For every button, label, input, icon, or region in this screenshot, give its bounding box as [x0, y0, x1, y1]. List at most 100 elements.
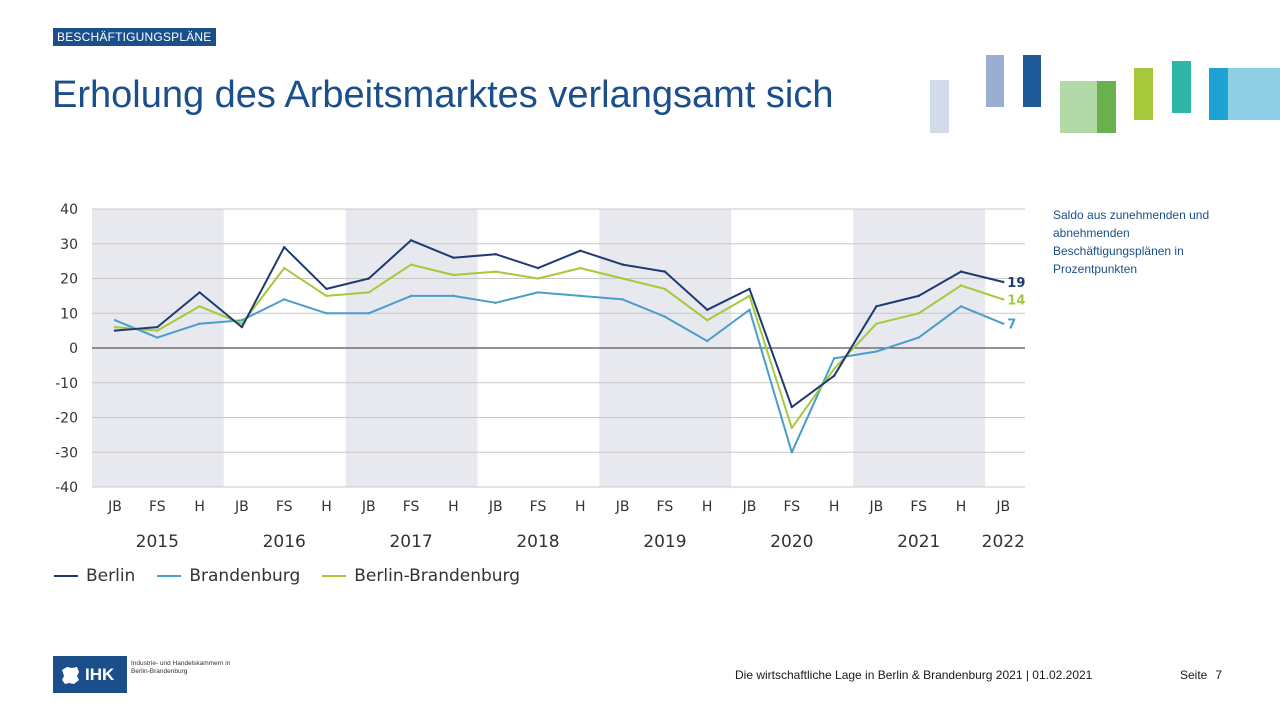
y-tick-label: 10 [60, 306, 78, 322]
data-point-berlin-brandenburg [832, 367, 836, 371]
data-point-berlin-brandenburg [409, 263, 413, 266]
series-line-brandenburg [114, 291, 1004, 454]
page-label: Seite [1180, 668, 1208, 682]
data-point-berlin [240, 325, 244, 329]
data-point-berlin [409, 239, 413, 242]
series-line-berlin-brandenburg [114, 263, 1004, 429]
page-number: 7 [1215, 668, 1223, 682]
x-tick-label: FS [403, 499, 420, 515]
footer-text: Die wirtschaftliche Lage in Berlin & Bra… [735, 668, 1093, 682]
data-point-berlin [198, 291, 201, 294]
data-point-berlin [367, 277, 370, 280]
data-point-brandenburg [198, 322, 201, 325]
year-label: 2017 [389, 532, 432, 552]
data-point-berlin [663, 270, 667, 273]
data-point-berlin [494, 252, 497, 256]
data-point-berlin [536, 266, 540, 270]
x-tick-label: H [448, 499, 459, 515]
data-point-berlin-brandenburg [663, 287, 667, 291]
x-tick-label: H [829, 499, 840, 515]
line-chart: 40 30 20 10 0 -10 -20 -30 -40 JB FS H JB FS H JB FS H JB FS… [55, 202, 1025, 552]
data-point-berlin [621, 263, 624, 266]
data-point-berlin-brandenburg [494, 270, 497, 273]
x-tick-label: FS [276, 499, 293, 515]
data-point-berlin [283, 246, 286, 249]
data-point-brandenburg [113, 319, 117, 322]
legend-swatch-brandenburg [157, 575, 182, 577]
data-point-berlin-brandenburg [113, 325, 117, 329]
legend-label-berlin-brandenburg: Berlin-Brandenburg [354, 566, 521, 586]
data-point-brandenburg [621, 298, 624, 301]
data-point-berlin-brandenburg [917, 312, 920, 315]
end-label-berlin-brandenburg: 14 [1007, 293, 1025, 308]
page-indicator: Seite 7 [1180, 668, 1222, 682]
x-tick-label: JB [234, 499, 249, 515]
x-tick-label: JB [361, 499, 376, 515]
logo-box: IHK [53, 656, 127, 693]
x-tick-label: JB [107, 499, 122, 515]
data-point-berlin [748, 287, 751, 291]
legend-swatch-berlin [54, 575, 78, 577]
data-point-berlin [875, 305, 878, 308]
data-point-brandenburg [409, 294, 413, 298]
data-point-berlin [790, 405, 793, 409]
end-label-brandenburg: 7 [1007, 318, 1016, 333]
data-point-berlin-brandenburg [1002, 298, 1005, 301]
y-tick-label: 20 [60, 272, 78, 288]
data-point-berlin-brandenburg [367, 291, 370, 294]
data-point-berlin-brandenburg [706, 319, 709, 322]
x-tick-label: JB [488, 499, 503, 515]
data-point-brandenburg [156, 336, 159, 339]
section-tag: BESCHÄFTIGUNGSPLÄNE [53, 28, 216, 46]
data-point-berlin-brandenburg [452, 273, 455, 277]
x-tick-label: JB [742, 499, 757, 515]
legend-item-berlin-brandenburg: Berlin-Brandenburg [322, 566, 520, 586]
y-tick-label: -20 [55, 411, 78, 427]
y-tick-label: 0 [69, 341, 78, 357]
x-tick-label: H [575, 499, 586, 515]
data-point-brandenburg [240, 319, 244, 322]
data-point-berlin-brandenburg [536, 277, 540, 280]
data-point-berlin-brandenburg [790, 426, 793, 430]
data-point-brandenburg [367, 312, 370, 315]
data-point-brandenburg [663, 315, 667, 318]
data-point-berlin [579, 249, 582, 252]
data-point-brandenburg [1002, 322, 1005, 325]
data-point-brandenburg [790, 451, 793, 454]
year-label: 2018 [516, 532, 559, 552]
year-label: 2019 [643, 532, 686, 552]
data-point-berlin [1002, 280, 1005, 284]
data-point-berlin [113, 329, 117, 332]
data-point-brandenburg [959, 305, 963, 308]
brandenburg-map-icon [62, 666, 79, 684]
x-tick-label: H [702, 499, 713, 515]
chart-note: Saldo aus zunehmenden und abnehmenden Be… [1053, 208, 1210, 276]
end-label-berlin: 19 [1007, 276, 1025, 291]
logo-text: IHK [85, 664, 115, 684]
data-point-brandenburg [832, 357, 836, 360]
x-tick-label: JB [869, 499, 884, 515]
legend-label-berlin: Berlin [86, 566, 136, 586]
data-point-berlin-brandenburg [283, 266, 286, 270]
data-point-berlin-brandenburg [325, 294, 328, 298]
data-point-berlin-brandenburg [621, 277, 624, 280]
data-point-berlin [832, 374, 836, 377]
x-tick-label: FS [530, 499, 547, 515]
x-tick-label: JB [615, 499, 630, 515]
y-tick-label: 30 [60, 237, 78, 253]
data-point-berlin [325, 287, 328, 291]
data-point-brandenburg [452, 294, 455, 298]
data-point-brandenburg [325, 312, 328, 315]
data-point-berlin-brandenburg [156, 329, 159, 332]
x-tick-label: FS [149, 499, 166, 515]
series-line-berlin [114, 239, 1004, 409]
data-point-berlin [156, 325, 159, 329]
x-tick-label: FS [910, 499, 927, 515]
data-point-brandenburg [579, 294, 582, 298]
year-label: 2021 [897, 532, 940, 552]
data-point-berlin-brandenburg [198, 305, 201, 308]
data-point-berlin-brandenburg [579, 266, 582, 270]
logo-subtitle: Industrie- und Handelskammern in Berlin-… [131, 659, 231, 675]
data-point-berlin [706, 308, 709, 311]
ihk-logo[interactable]: IHK Industrie- und Handelskammern in Ber… [53, 656, 241, 693]
